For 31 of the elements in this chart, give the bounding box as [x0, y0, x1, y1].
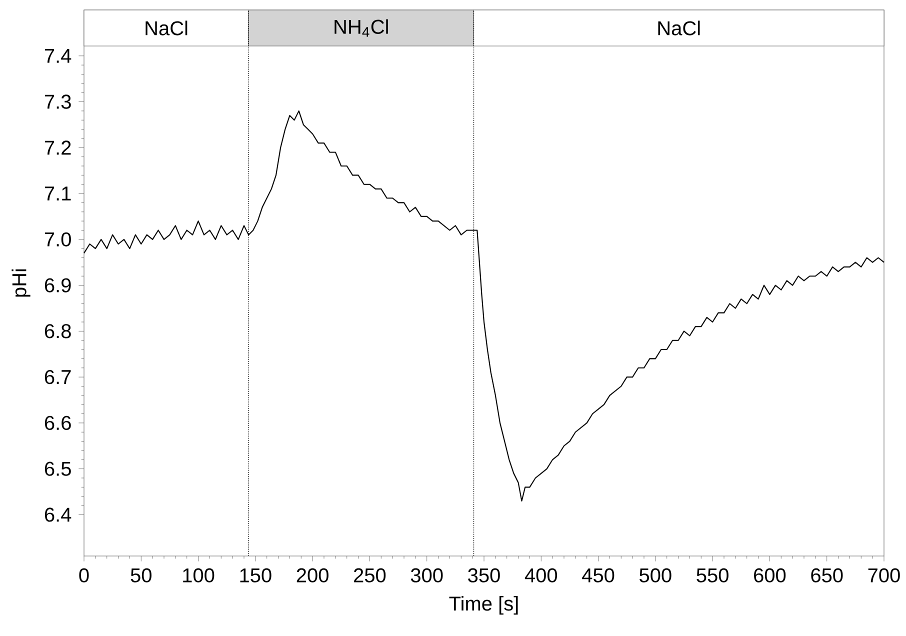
y-tick-label: 7.3 [44, 94, 71, 109]
x-tick-label: 300 [410, 568, 443, 582]
x-tick-label: 700 [868, 568, 900, 582]
x-tick-label: 450 [582, 568, 614, 582]
y-tick-label: 6.7 [44, 370, 71, 384]
x-tick-label: 200 [296, 568, 328, 582]
x-tick-label: 50 [130, 568, 152, 582]
y-tick-label: 6.6 [44, 416, 71, 430]
x-tick-label: 150 [240, 568, 272, 582]
y-axis-title: pHi [12, 269, 30, 297]
band-label: NH$_{4}$Cl [334, 19, 388, 37]
y-tick-label: 7.4 [44, 49, 72, 63]
x-tick-label: 0 [79, 568, 89, 582]
y-tick-label: 7.2 [44, 140, 71, 155]
y-tick-label: 6.9 [44, 278, 71, 292]
y-tick-label: 7.0 [44, 232, 71, 246]
band-label: NaCl [146, 20, 188, 36]
x-tick-label: 600 [754, 568, 786, 582]
x-axis-title: Time [s] [449, 596, 518, 615]
band-label: NaCl [658, 20, 700, 36]
x-tick-label: 500 [640, 568, 672, 582]
y-tick-label: 6.4 [44, 508, 72, 522]
y-tick-label: 7.1 [44, 186, 71, 200]
x-tick-label: 400 [524, 568, 558, 582]
y-tick-label: 6.8 [44, 324, 71, 338]
x-tick-label: 100 [183, 568, 214, 582]
x-tick-label: 350 [468, 568, 500, 582]
y-tick-label: 6.5 [44, 462, 71, 476]
x-tick-label: 250 [354, 568, 386, 582]
x-tick-label: 550 [696, 568, 728, 582]
x-tick-label: 650 [811, 568, 843, 582]
